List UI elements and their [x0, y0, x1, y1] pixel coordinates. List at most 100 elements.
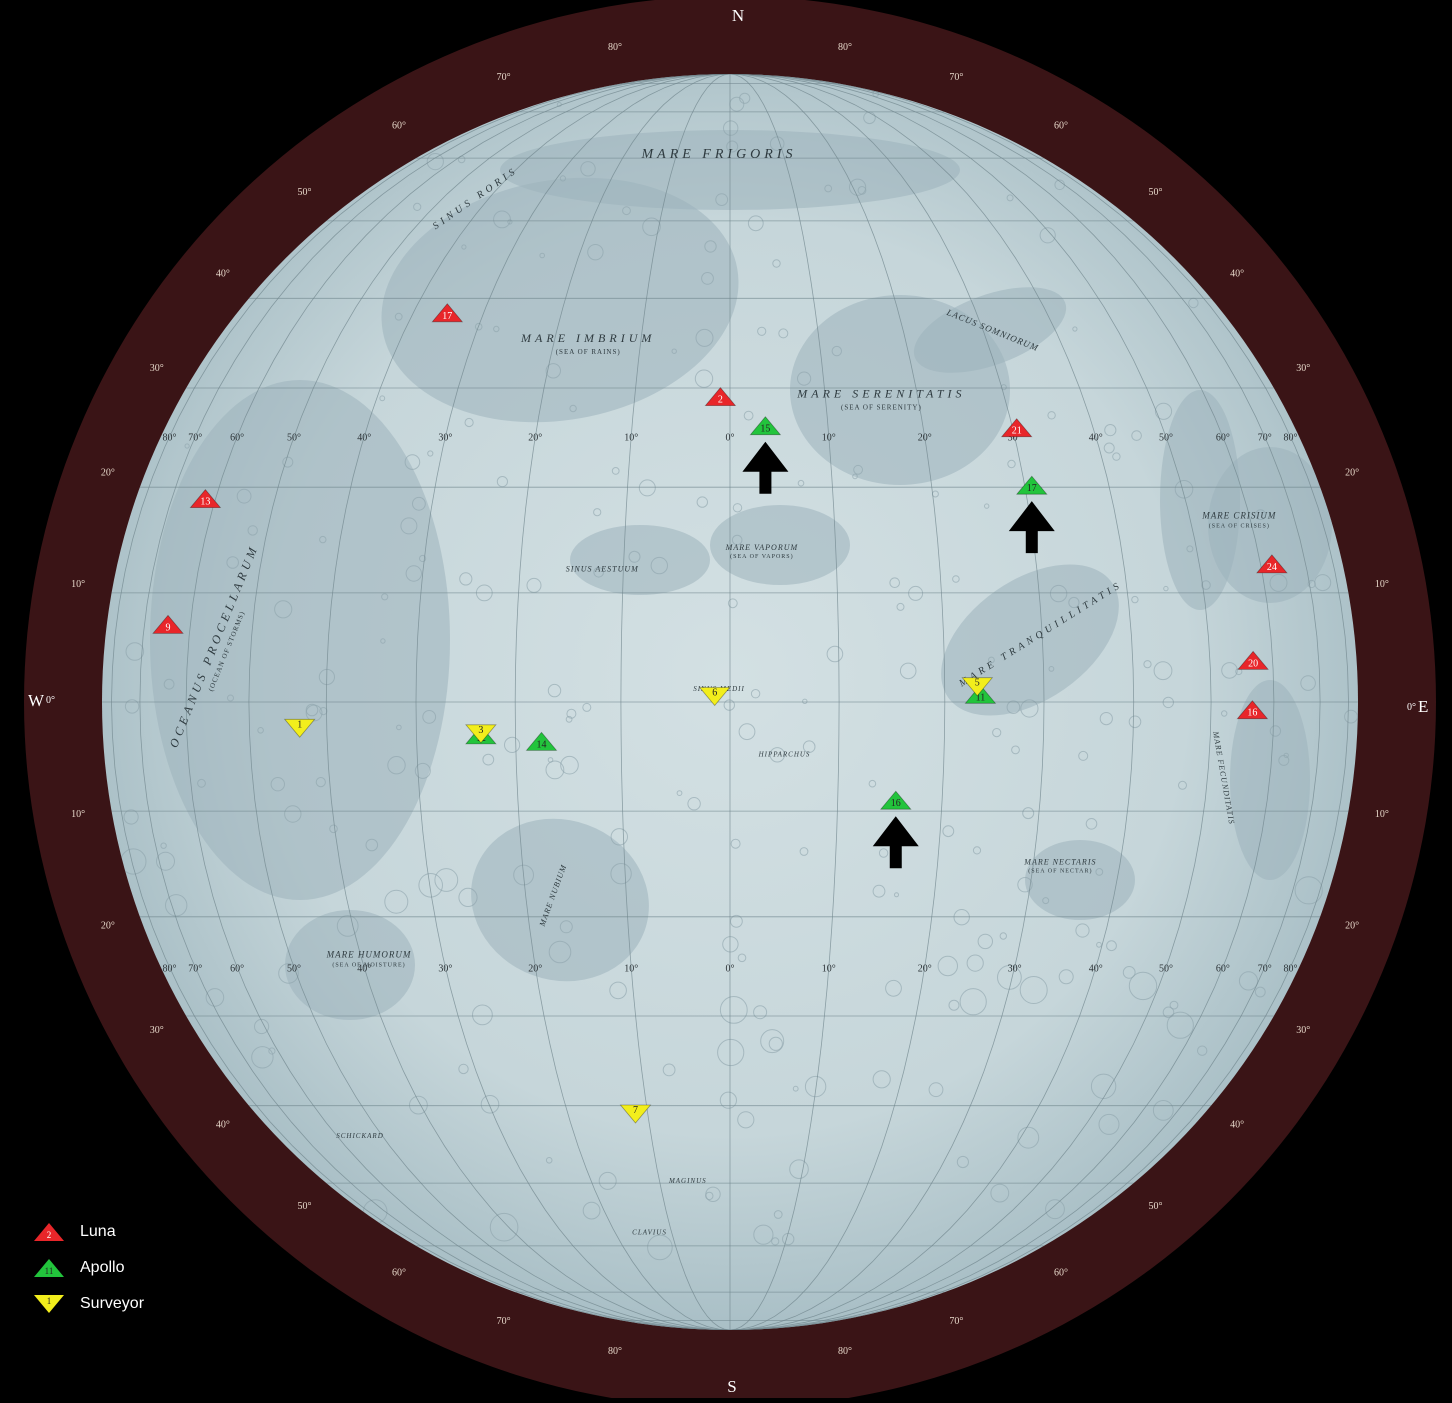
crater: [1128, 715, 1142, 729]
crater: [559, 920, 573, 934]
crater: [459, 572, 473, 586]
crater: [792, 1085, 799, 1092]
rim-lat-label-sw: 70°: [497, 1316, 511, 1327]
rim-lat-label-ne: 50°: [1149, 187, 1163, 198]
apollo-site-marker[interactable]: 17: [1015, 475, 1048, 495]
crater: [409, 1095, 428, 1115]
feature-subname: (SEA OF NECTAR): [1028, 868, 1092, 875]
crater: [379, 395, 386, 402]
crater: [1104, 424, 1117, 437]
crater: [959, 988, 987, 1016]
crater: [598, 1171, 617, 1190]
luna-site-marker[interactable]: 16: [1236, 700, 1269, 720]
crater: [1085, 818, 1098, 830]
crater: [1106, 940, 1117, 952]
crater: [611, 467, 620, 475]
crater: [704, 240, 717, 253]
apollo-site-marker[interactable]: 11: [964, 684, 997, 704]
crater: [480, 1095, 500, 1114]
crater: [723, 699, 735, 711]
rim-lat-label-nw: 30°: [150, 363, 164, 374]
crater: [1000, 384, 1007, 391]
crater: [966, 954, 984, 972]
surveyor-site-marker[interactable]: 7: [619, 1104, 652, 1124]
rim-lat-label-se: 40°: [1230, 1120, 1244, 1131]
crater: [1255, 509, 1266, 521]
crater: [427, 450, 434, 457]
crater: [731, 534, 743, 546]
rim-lat-label-ne: 40°: [1230, 269, 1244, 280]
crater: [381, 593, 389, 601]
surveyor-site-marker[interactable]: 1: [283, 718, 316, 738]
crater: [1153, 661, 1173, 681]
crater: [628, 550, 641, 563]
crater: [1068, 596, 1080, 609]
crater: [593, 567, 605, 578]
luna-site-marker[interactable]: 24: [1256, 554, 1288, 574]
feature-name: SCHICKARD: [336, 1132, 384, 1140]
crater: [422, 710, 437, 724]
feature-name: MARE FRIGORIS: [640, 147, 796, 162]
apollo-site-marker[interactable]: 16: [879, 790, 912, 810]
feature-name: SINUS AESTUUM: [566, 564, 639, 573]
crater: [853, 464, 863, 475]
feature-label: SCHICKARD: [336, 1132, 384, 1140]
crater: [503, 736, 521, 754]
surveyor-triangle-icon: [698, 687, 731, 707]
surveyor-site-marker[interactable]: 3: [465, 724, 497, 744]
feature-name: MARE NECTARIS: [1023, 858, 1096, 867]
crater: [419, 554, 427, 563]
crater-layer: [120, 90, 1358, 1261]
luna-site-marker[interactable]: 17: [431, 303, 464, 323]
crater: [797, 479, 805, 487]
rim-lat-label-nw: 80°: [608, 42, 622, 53]
crater: [1078, 750, 1089, 761]
crater: [547, 683, 562, 698]
longitude-label-south: 60°: [230, 963, 244, 974]
crater: [593, 508, 602, 517]
luna-legend-sample: 2: [47, 1230, 52, 1240]
crater: [474, 322, 483, 331]
compass-south: S: [727, 1377, 736, 1396]
crater: [387, 756, 406, 775]
crater: [1186, 545, 1194, 553]
mare-region: [1025, 840, 1135, 920]
luna-site-number: 24: [1267, 562, 1277, 573]
feature-label: MARE VAPORUM(SEA OF VAPORS): [725, 543, 798, 560]
surveyor-site-marker[interactable]: 6: [698, 687, 731, 707]
longitude-label-south: 40°: [1089, 963, 1103, 974]
apollo-site-marker[interactable]: 15: [749, 416, 782, 436]
crater: [1019, 976, 1048, 1004]
rim-lat-label-nw: 40°: [216, 269, 230, 280]
crater: [270, 777, 285, 792]
feature-subname: (SEA OF RAINS): [556, 348, 621, 356]
crater: [236, 488, 252, 504]
longitude-label-north: 10°: [822, 433, 836, 444]
luna-site-marker[interactable]: 20: [1237, 650, 1269, 670]
feature-subname: (SEA OF MOISTURE): [332, 961, 405, 968]
crater: [1235, 667, 1243, 676]
crater: [513, 864, 534, 886]
crater: [992, 728, 1002, 738]
rim-lat-label-nw: 10°: [71, 579, 85, 590]
luna-site-marker[interactable]: 21: [1000, 418, 1033, 438]
luna-site-marker[interactable]: 2: [704, 386, 737, 407]
luna-site-marker[interactable]: 9: [152, 614, 184, 634]
crater: [1269, 573, 1288, 592]
crater: [482, 753, 495, 766]
crater: [1178, 780, 1187, 790]
crater: [757, 326, 767, 336]
surveyor-site-marker[interactable]: 5: [961, 677, 994, 697]
apollo-site-marker[interactable]: 14: [525, 731, 558, 751]
crater: [1197, 1045, 1208, 1056]
longitude-label-south: 70°: [1258, 963, 1272, 974]
apollo-site-number: 11: [976, 692, 986, 703]
rim-latitude-labels: 80°70°60°50°40°30°20°10°80°70°60°50°40°3…: [71, 42, 1389, 1357]
crater: [753, 1224, 774, 1245]
surveyor-site-number: 6: [712, 688, 717, 699]
crater: [743, 410, 754, 421]
crater: [952, 575, 960, 583]
rim-lat-label-se: 20°: [1345, 920, 1359, 931]
longitude-label-south: 60°: [1216, 963, 1230, 974]
luna-site-marker[interactable]: 13: [189, 488, 222, 509]
